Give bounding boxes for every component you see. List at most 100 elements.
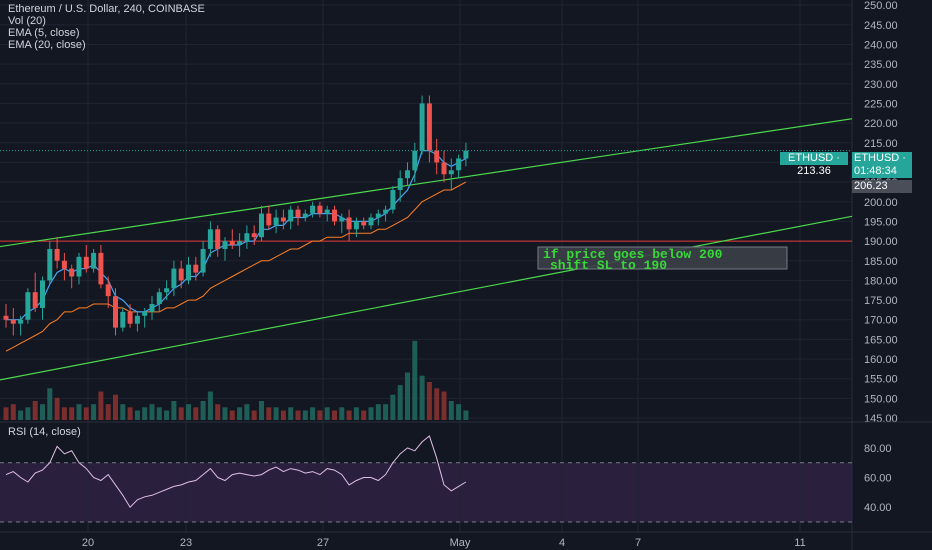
price-tick-label: 190.00 [864,236,898,248]
symbol-title: Ethereum / U.S. Dollar, 240, COINBASE [8,3,205,15]
rsi-tick-label: 40.00 [864,502,892,514]
rsi-title[interactable]: RSI (14, close) [8,426,81,438]
price-tick-label: 225.00 [864,98,898,110]
volume-bar [266,407,272,420]
volume-bar [288,407,294,420]
candle-body [69,268,75,277]
candle-body [237,241,243,246]
volume-bar [142,407,148,420]
price-tick-label: 195.00 [864,216,898,228]
volume-bar [244,404,250,420]
price-tick-label: 240.00 [864,39,898,51]
volume-bar [456,404,462,420]
annotation-line-2: shift SL to 190 [550,258,667,273]
candle-body [215,229,221,249]
time-tick-label: May [450,537,471,549]
volume-bar [113,394,118,420]
volume-bar [156,407,162,420]
candle-body [32,292,38,308]
candle-body [288,209,294,222]
volume-bar [171,401,177,420]
volume-bar [346,410,352,420]
volume-bar [3,407,9,420]
annotation-box [537,246,788,270]
price-tick-label: 150.00 [864,393,898,405]
trendline-0 [0,118,853,248]
candle-body [120,311,126,328]
volume-bar [193,407,199,420]
rsi-tick-label: 80.00 [864,443,892,455]
candle-body [332,209,337,222]
volume-bar [105,404,111,420]
rsi-line [5,435,467,509]
candle-body [76,256,82,277]
volume-bar [368,407,374,420]
candle-body [251,233,257,238]
candle-body [127,311,133,324]
candle-body [164,288,170,293]
candle-body [229,241,235,246]
rsi-tick-label: 60.00 [864,473,892,485]
volume-bar [178,407,184,420]
volume-bar [375,404,381,420]
price-tick-label: 165.00 [864,334,898,346]
candle-body [156,292,162,305]
candle-body [353,221,359,230]
price-tick-label: 180.00 [864,275,898,287]
volume-bar [120,404,126,420]
volume-bar [229,410,235,420]
price-tick-label: 235.00 [864,59,898,71]
volume-bar [339,407,345,420]
volume-bar [405,372,410,420]
candle-body [383,209,389,214]
symbol-price-label: ETHUSD · 213.36 [780,152,848,177]
candle-body [3,315,9,320]
candle-body [266,213,272,226]
volume-bar [419,375,425,420]
candle-body [186,264,191,281]
volume-bar [251,410,257,420]
price-tick-label: 155.00 [864,374,898,386]
ema-slow-line [5,181,467,352]
volume-bar [61,407,67,420]
volume-bar [207,391,213,420]
candle-body [434,150,440,163]
volume-bar [463,410,469,420]
volume-bar [18,410,24,420]
volume-bar [280,410,286,420]
time-tick-label: 27 [317,537,329,549]
candle-body [47,248,53,281]
volume-bar [127,407,133,420]
volume-bar [200,401,206,420]
candle-body [54,248,60,261]
candle-body [463,150,469,159]
volume-bar [134,410,140,420]
candle-body [25,292,31,320]
indicator-ema-fast[interactable]: EMA (5, close) [8,27,80,39]
candle-body [113,296,118,328]
volume-bar [397,385,403,420]
last-price-tag: ETHUSD · 213.36 [852,152,912,177]
indicator-volume[interactable]: Vol (20) [8,15,46,27]
candle-body [441,162,447,175]
candle-body [18,319,24,324]
candle-body [295,209,301,218]
candle-body [324,209,330,214]
candle-body [91,252,97,269]
volume-bar [448,401,454,420]
indicator-ema-slow[interactable]: EMA (20, close) [8,39,86,51]
volume-bar [317,410,323,420]
candle-body [339,217,345,222]
candle-body [302,213,308,218]
trendline-1 [0,215,853,381]
candle-body [310,205,316,214]
volume-bar [32,401,38,420]
candle-body [134,315,140,324]
candle-body [375,213,381,218]
candle-body [142,311,148,316]
candle-body [259,213,264,238]
candle-body [61,260,67,269]
